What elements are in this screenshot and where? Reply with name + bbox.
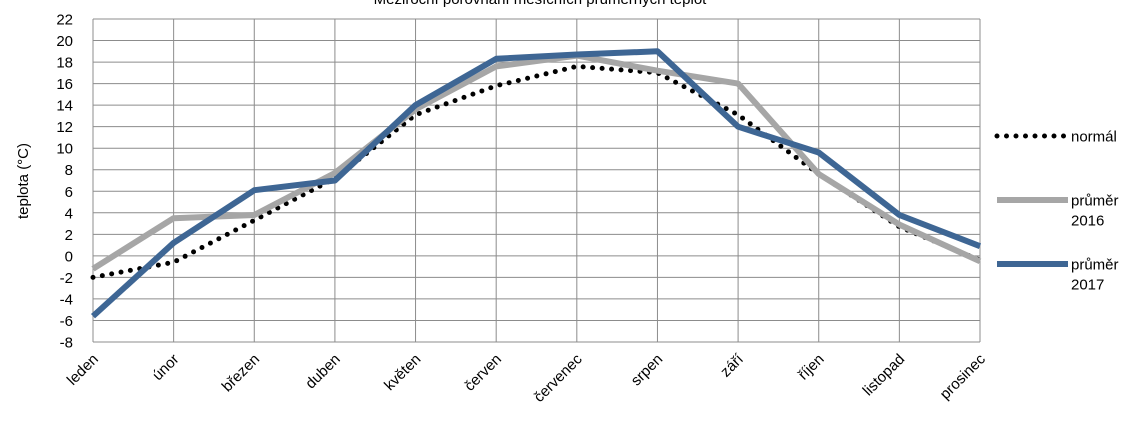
y-tick-label: -6 xyxy=(60,313,73,330)
y-tick-label: 2 xyxy=(65,227,73,244)
y-tick-label: 12 xyxy=(56,119,73,136)
x-tick-label: prosinec xyxy=(937,350,989,402)
y-tick-labels: -8 -6 -4 -2 0 2 4 6 8 10 12 14 16 18 20 22 xyxy=(56,12,73,352)
x-tick-label: březen xyxy=(219,351,263,395)
y-tick-label: 0 xyxy=(65,248,73,265)
legend-label: normál xyxy=(1071,129,1117,146)
y-tick-label: 16 xyxy=(56,76,73,93)
y-tick-label: 10 xyxy=(56,141,73,158)
series-lines xyxy=(90,48,983,319)
grid-lines xyxy=(92,18,981,343)
y-axis-label: teplota (°C) xyxy=(15,143,32,219)
x-tick-label: červenec xyxy=(531,350,586,405)
legend-label: průměr 2017 xyxy=(1071,257,1119,294)
series-line-2017 xyxy=(90,48,982,319)
x-tick-label: květen xyxy=(381,351,424,394)
x-tick-labels: leden únor březen duben květen červen červenec… xyxy=(64,350,989,406)
y-tick-label: 4 xyxy=(65,205,73,222)
y-tick-label: 14 xyxy=(56,98,73,115)
x-tick-label: srpen xyxy=(628,351,667,390)
x-tick-label: listopad xyxy=(860,351,909,400)
x-tick-label: únor xyxy=(149,351,182,384)
y-tick-label: 22 xyxy=(56,12,73,29)
legend-label: průměr 2016 xyxy=(1071,193,1119,230)
x-tick-label: červen xyxy=(461,351,505,395)
y-tick-label: -4 xyxy=(60,291,73,308)
y-tick-label: -8 xyxy=(60,335,73,352)
y-tick-label: 18 xyxy=(56,55,73,72)
legend: normál průměr 2016 průměr 2017 xyxy=(994,129,1119,294)
series-line-2016 xyxy=(91,52,982,272)
y-tick-label: -2 xyxy=(60,270,73,287)
y-tick-label: 6 xyxy=(65,184,73,201)
x-tick-label: duben xyxy=(302,351,344,393)
x-tick-label: říjen xyxy=(795,351,828,384)
y-tick-label: 20 xyxy=(56,33,73,50)
chart-title: Meziroční porovnání měsíčních průměrných… xyxy=(374,0,707,8)
series-line-normal xyxy=(90,63,983,280)
y-tick-label: 8 xyxy=(65,162,73,179)
x-tick-label: září xyxy=(717,350,747,380)
x-tick-label: leden xyxy=(64,351,102,389)
